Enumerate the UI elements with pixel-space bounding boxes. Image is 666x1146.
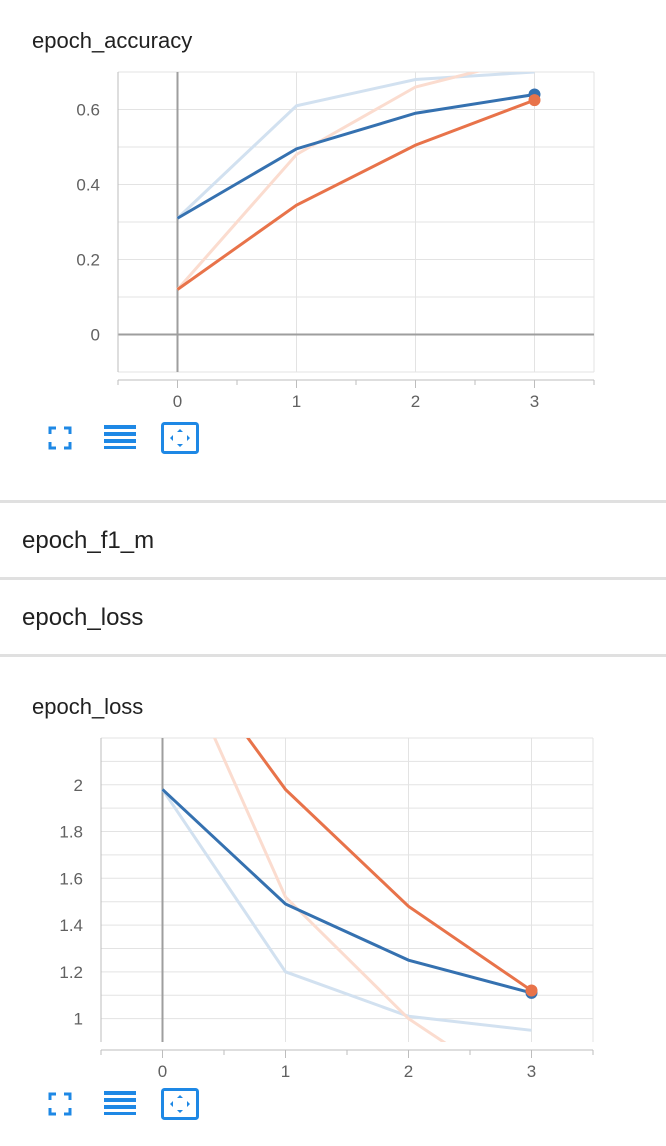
series-end-point [525,984,538,997]
raw-series-line [176,72,535,220]
fullscreen-icon [48,426,72,450]
series-line [246,738,533,992]
toggle-legend-button[interactable] [100,418,140,458]
raw-series-line [176,72,482,291]
toggle-legend-button[interactable] [100,1084,140,1124]
section-title: epoch_loss [22,604,144,631]
y-tick-label: 1 [74,1010,83,1029]
section-title: epoch_f1_m [22,527,155,554]
fit-domain-icon [161,422,199,454]
y-tick-label: 1.6 [59,869,83,888]
legend-lines-icon [104,1091,136,1115]
section-divider [0,654,666,664]
y-tick-label: 0.2 [76,251,100,270]
x-tick-label: 2 [411,392,420,411]
y-tick-label: 0.4 [76,176,100,195]
fit-domain-icon [161,1088,199,1120]
series-group [176,72,536,291]
loss-chart-card: epoch_loss 1 1.2 1.4 1.6 1.8 2 0 1 2 3 [0,664,666,1146]
fit-domain-button[interactable] [160,418,200,458]
y-tick-label: 1.4 [59,916,83,935]
fullscreen-button[interactable] [40,418,80,458]
section-epoch-loss[interactable]: epoch_loss [0,577,666,651]
y-tick-label: 0.6 [76,101,100,120]
chart-title: epoch_accuracy [32,28,193,53]
fullscreen-icon [48,1092,72,1116]
series-line [176,93,535,220]
chart-toolbar [40,1084,220,1124]
x-tick-label: 3 [530,392,539,411]
loss-chart[interactable]: 1 1.2 1.4 1.6 1.8 2 0 1 2 3 [0,724,666,1144]
y-tick-label: 0 [91,326,100,345]
y-tick-label: 1.2 [59,963,83,982]
x-tick-label: 0 [158,1062,167,1081]
accuracy-chart-card: epoch_accuracy 0 0.2 0.4 0.6 0 1 2 3 [0,0,666,500]
y-tick-label: 1.8 [59,823,83,842]
series-end-point [528,94,541,107]
section-epoch-f1-m[interactable]: epoch_f1_m [0,500,666,574]
x-tick-label: 2 [404,1062,413,1081]
series-group [161,738,533,1042]
raw-series-line [161,788,532,1032]
fit-domain-button[interactable] [160,1084,200,1124]
y-tick-label: 2 [74,776,83,795]
chart-toolbar [40,418,220,458]
x-tick-label: 3 [527,1062,536,1081]
legend-lines-icon [104,425,136,449]
series-line [176,98,536,291]
x-tick-label: 0 [173,392,182,411]
accuracy-chart[interactable]: 0 0.2 0.4 0.6 0 1 2 3 [0,60,666,480]
series-line [161,788,532,995]
raw-series-line [212,738,447,1042]
fullscreen-button[interactable] [40,1084,80,1124]
x-tick-label: 1 [292,392,301,411]
x-tick-label: 1 [281,1062,290,1081]
chart-title: epoch_loss [32,694,144,719]
